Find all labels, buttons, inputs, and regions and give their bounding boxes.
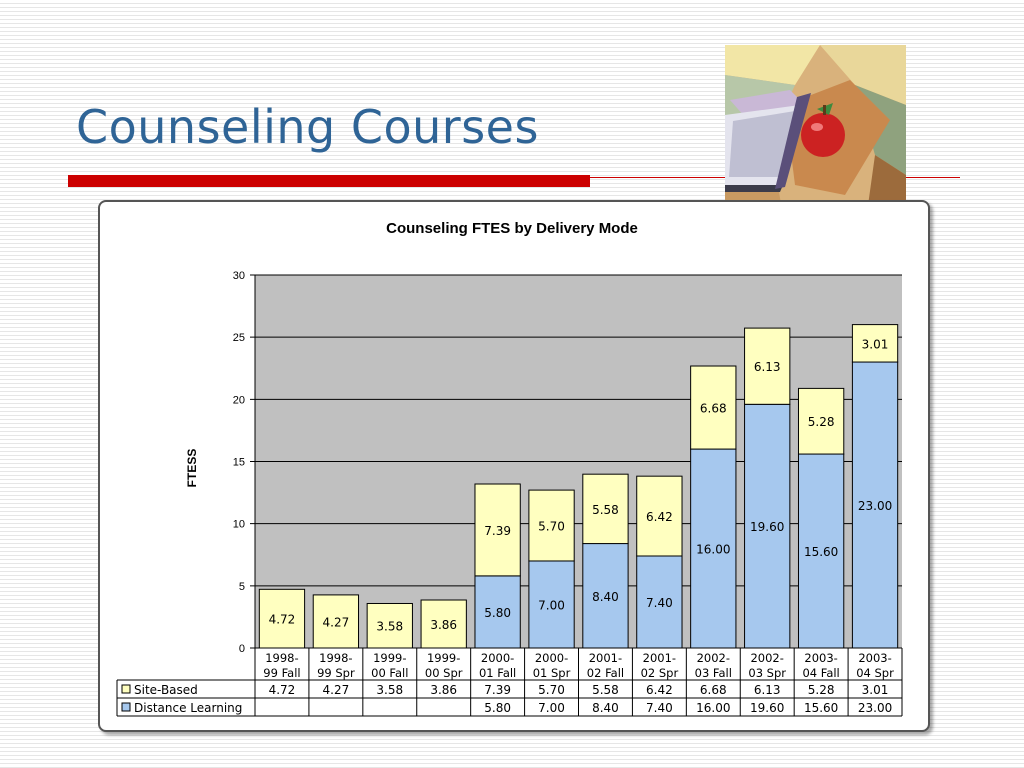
chart-frame: Counseling FTES by Delivery Mode FTESS 0… (98, 200, 930, 732)
y-tick-label: 20 (233, 394, 245, 406)
table-cell: 6.13 (754, 683, 781, 697)
y-tick-label: 15 (233, 457, 245, 469)
y-axis-label: FTESS (185, 449, 199, 488)
data-label-distance-learning: 19.60 (750, 520, 784, 534)
data-label-site-based: 3.01 (862, 337, 889, 351)
category-label: 2001-02 Fall (587, 651, 624, 680)
table-cell: 5.28 (808, 683, 835, 697)
category-label: 2003-04 Spr (856, 651, 894, 680)
y-tick-label: 5 (239, 581, 245, 593)
table-cell: 7.39 (484, 683, 511, 697)
category-label: 1999-00 Fall (371, 651, 408, 680)
table-cell: 7.00 (538, 701, 565, 715)
bar-site-based (636, 475, 683, 557)
data-label-distance-learning: 7.40 (646, 596, 673, 610)
data-label-distance-learning: 16.00 (696, 543, 730, 557)
table-cell: 19.60 (750, 701, 784, 715)
bar-site-based (366, 602, 413, 649)
data-label-site-based: 3.86 (430, 618, 457, 632)
data-label-distance-learning: 23.00 (858, 499, 892, 513)
category-label: 2002-03 Fall (695, 651, 732, 680)
bar-distance-learning (744, 403, 791, 649)
y-tick-label: 25 (233, 332, 245, 344)
category-label: 1998-99 Fall (263, 651, 300, 680)
legend-label: Site-Based (134, 683, 198, 697)
legend-swatch (121, 684, 131, 694)
table-cell: 3.01 (862, 683, 889, 697)
table-cell: 4.72 (269, 683, 296, 697)
bar-site-based (797, 387, 845, 455)
data-label-site-based: 3.58 (376, 620, 403, 634)
legend-label: Distance Learning (134, 701, 242, 715)
table-cell: 5.70 (538, 683, 565, 697)
category-label: 2003-04 Fall (802, 651, 839, 680)
chart-title: Counseling FTES by Delivery Mode (386, 220, 638, 237)
table-cell: 23.00 (858, 701, 892, 715)
data-label-site-based: 7.39 (484, 524, 511, 538)
title-accent-bar (68, 175, 590, 187)
category-label: 1999-00 Spr (425, 651, 463, 680)
table-cell: 15.60 (804, 701, 838, 715)
y-tick-label: 10 (233, 519, 245, 531)
table-cell: 8.40 (592, 701, 619, 715)
data-label-distance-learning: 15.60 (804, 545, 838, 559)
category-label: 2002-03 Spr (748, 651, 786, 680)
bar-site-based (851, 324, 899, 363)
data-label-site-based: 6.68 (700, 402, 727, 416)
bar-site-based (744, 327, 791, 405)
data-label-site-based: 4.72 (269, 613, 296, 627)
data-label-site-based: 5.58 (592, 503, 619, 517)
data-label-site-based: 4.27 (323, 615, 350, 629)
category-label: 2000-01 Spr (533, 651, 571, 680)
data-label-site-based: 5.28 (808, 415, 835, 429)
table-cell: 4.27 (323, 683, 350, 697)
bar-distance-learning (528, 560, 575, 649)
table-cell: 3.58 (376, 683, 403, 697)
category-label: 2000-01 Fall (479, 651, 516, 680)
y-tick-label: 30 (233, 270, 245, 282)
table-cell: 5.58 (592, 683, 619, 697)
data-label-distance-learning: 8.40 (592, 590, 619, 604)
table-cell: 16.00 (696, 701, 730, 715)
y-tick-label: 0 (239, 643, 245, 655)
category-label: 1998-99 Spr (317, 651, 355, 680)
bar-site-based (258, 588, 306, 649)
bar-distance-learning (851, 361, 899, 649)
bar-site-based (690, 365, 737, 450)
data-label-site-based: 5.70 (538, 520, 565, 534)
table-cell: 3.86 (430, 683, 457, 697)
stacked-bar-chart: Counseling FTES by Delivery Mode FTESS 0… (116, 220, 903, 717)
data-label-site-based: 6.13 (754, 360, 781, 374)
bar-site-based (528, 489, 575, 562)
legend-swatch (121, 702, 131, 712)
table-cell: 6.42 (646, 683, 673, 697)
bar-site-based (582, 473, 629, 545)
table-cell: 7.40 (646, 701, 673, 715)
data-label-distance-learning: 7.00 (538, 598, 565, 612)
bar-site-based (474, 483, 521, 577)
table-cell: 5.80 (484, 701, 511, 715)
table-cell: 6.68 (700, 683, 727, 697)
category-label: 2001-02 Spr (641, 651, 679, 680)
bar-distance-learning (582, 543, 629, 649)
slide-title: Counseling Courses (76, 100, 539, 154)
data-label-distance-learning: 5.80 (484, 606, 511, 620)
bar-distance-learning (690, 448, 737, 649)
bar-site-based (420, 599, 467, 649)
data-label-site-based: 6.42 (646, 510, 673, 524)
